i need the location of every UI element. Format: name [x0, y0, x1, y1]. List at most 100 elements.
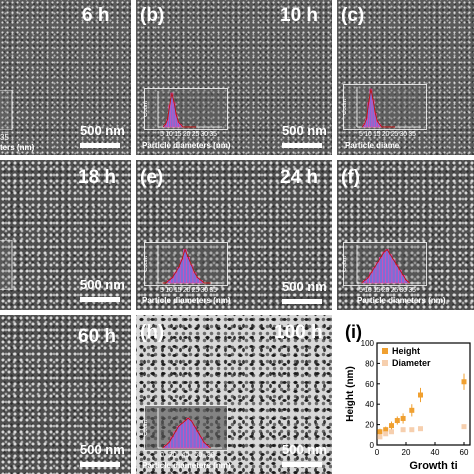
sem-panel-b: (b) 10 h Count 5 10 15 20 25 30 35 Parti… — [136, 0, 332, 155]
inset-frame — [343, 84, 427, 130]
panel-label: (b) — [140, 5, 165, 26]
time-label: 100 h — [274, 322, 323, 343]
data-point-diameter — [389, 429, 394, 435]
data-point-diameter — [461, 424, 467, 430]
y-tick-label: 80 — [365, 359, 374, 368]
inset-xlabel: Particle diameters (nm) — [142, 461, 231, 470]
histogram-bar — [378, 257, 383, 284]
scale-bar-label: 500 nm — [80, 277, 125, 292]
inset-xlabel: Particle diameters (nm) — [357, 296, 446, 305]
y-axis-label: Height (nm) — [345, 366, 356, 422]
y-tick-label: 40 — [365, 400, 374, 409]
scale-bar-label: 500 nm — [282, 279, 327, 294]
data-point-height — [377, 429, 383, 435]
legend-marker — [382, 360, 388, 366]
histogram-inset: Count — [144, 405, 228, 451]
scale-bar — [80, 143, 120, 148]
histogram-chart: Count — [144, 88, 228, 130]
time-label: 10 h — [280, 5, 319, 26]
inset-ylabel: Count — [343, 256, 348, 272]
histogram-bar — [176, 426, 181, 449]
legend-marker — [382, 348, 388, 354]
histogram-inset: Count — [343, 84, 427, 130]
scale-bar-label: 500 nm — [282, 123, 327, 138]
inset-tick-labels: 35 — [0, 133, 9, 142]
gaussian-fit-line — [162, 248, 211, 284]
x-axis-label: Growth ti — [409, 460, 457, 472]
scale-bar — [80, 297, 120, 302]
time-label: 60 h — [78, 326, 117, 347]
x-tick-label: 20 — [402, 448, 411, 457]
inset-tick-labels: 5 10 15 20 25 30 35 — [160, 131, 217, 138]
histogram-inset: Count — [144, 242, 228, 286]
histogram-bar — [189, 420, 194, 449]
data-point-height — [418, 392, 423, 398]
sem-panel-c: (c) Count 5 10 15 20 25 30 35 Particle d… — [337, 0, 474, 155]
data-point-height — [383, 427, 389, 433]
histogram-chart: Count — [144, 242, 228, 286]
data-point-height — [461, 379, 467, 385]
panel-label: (f) — [341, 167, 360, 188]
inset-ylabel: Count — [343, 99, 348, 115]
chart-panel-i: 0 20 40 60 80 100 0 20 40 60 Height (nm) Growth ti H… — [337, 315, 474, 474]
time-label: 18 h — [78, 167, 117, 188]
histogram-bar — [375, 262, 380, 284]
inset-xlabel: Particle diameters (nm) — [142, 296, 231, 305]
histogram-bar — [186, 417, 191, 449]
inset-ylabel: Count — [144, 101, 149, 117]
inset-ylabel: Count — [144, 256, 149, 272]
histogram-bar — [179, 423, 184, 449]
scale-bar — [80, 462, 120, 467]
y-tick-label: 0 — [370, 441, 375, 450]
histogram-chart: Count — [343, 84, 427, 130]
inset-tick-labels: 5 10 15 20 25 30 35 — [359, 131, 416, 138]
data-point-height — [400, 415, 406, 421]
inset-xlabel: Particle diameters (nm) — [142, 141, 231, 150]
inset-xlabel: Particle diame — [345, 141, 400, 150]
sem-panel-h: (h) 100 h Count 0 20 40 60 80 Particle d… — [136, 315, 332, 474]
inset-tick-labels: 5 10 15 20 25 30 35 — [359, 287, 416, 294]
histogram-bar — [192, 426, 197, 449]
sem-panel-e: (e) 24 h Count 5 10 15 20 25 30 35 Parti… — [136, 160, 332, 310]
histogram-bar — [391, 259, 396, 284]
y-tick-label: 60 — [365, 380, 374, 389]
histogram-bar — [382, 251, 386, 284]
inset-tick-labels: 5 10 15 20 25 30 35 — [160, 287, 217, 294]
data-point-height — [409, 407, 415, 413]
sem-panel-a: 6 h 35 ters (nm) 500 nm — [0, 0, 131, 155]
histogram-bar — [183, 420, 187, 449]
time-label: 24 h — [280, 167, 319, 188]
scale-bar — [282, 299, 322, 304]
scale-bar-label: 500 nm — [80, 123, 125, 138]
inset-xlabel: ters (nm) — [0, 143, 35, 152]
panel-label: (h) — [140, 322, 165, 343]
panel-label: (i) — [345, 322, 362, 342]
scale-bar-label: 500 nm — [80, 442, 125, 457]
x-tick-label: 40 — [431, 448, 440, 457]
histogram-bar — [394, 264, 399, 284]
legend-entry: Diameter — [392, 358, 431, 368]
panel-label: (c) — [341, 5, 365, 26]
histogram-chart: Count — [144, 405, 228, 451]
histogram-bar — [388, 254, 393, 284]
scale-bar — [282, 143, 322, 148]
histogram-bar — [385, 249, 390, 284]
scale-bar-label: 500 nm — [282, 442, 327, 457]
data-point-diameter — [409, 427, 415, 433]
inset-tick-labels: 0 20 40 60 80 — [160, 452, 215, 459]
histogram-chart: Count — [343, 242, 427, 286]
plot-frame — [376, 342, 471, 446]
data-point-height — [394, 418, 400, 424]
data-point-diameter — [377, 434, 383, 440]
x-tick-label: 0 — [375, 448, 380, 457]
x-tick-label: 60 — [460, 448, 469, 457]
inset-ylabel: Count — [144, 420, 149, 436]
gaussian-fit-line — [361, 88, 396, 128]
histogram-inset: Count — [144, 88, 228, 130]
histogram-inset: Count — [343, 242, 427, 286]
sem-panel-g: 60 h 500 nm — [0, 315, 131, 474]
time-label: 6 h — [82, 5, 110, 26]
data-point-diameter — [418, 426, 423, 432]
gaussian-fit-line — [162, 417, 211, 449]
y-tick-label: 100 — [361, 339, 375, 348]
